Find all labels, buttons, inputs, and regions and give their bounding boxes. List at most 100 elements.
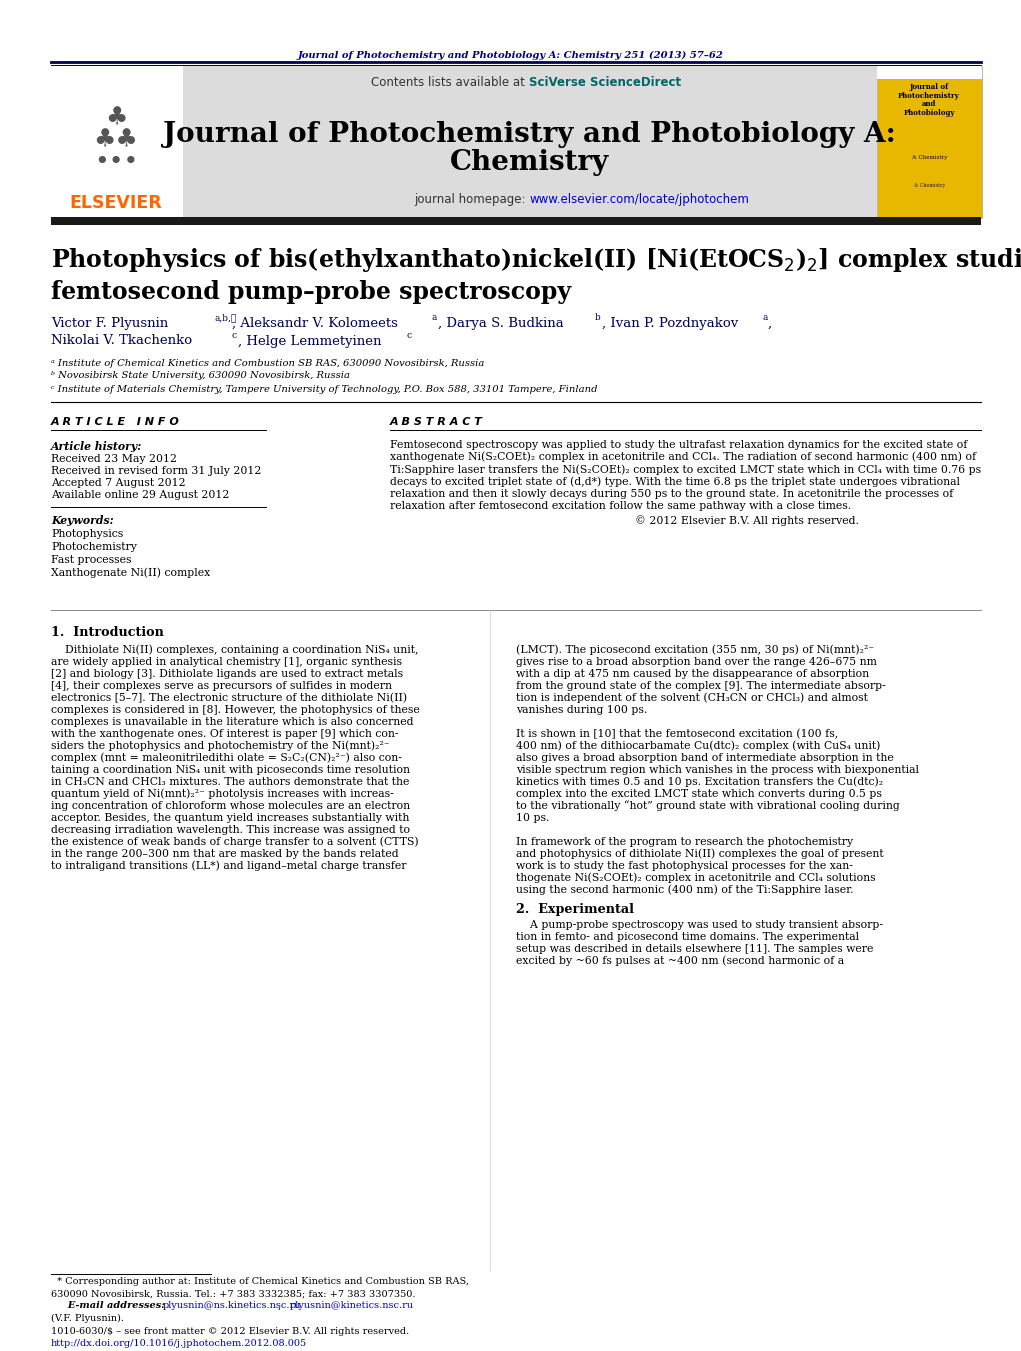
Text: in the range 200–300 nm that are masked by the bands related: in the range 200–300 nm that are masked … — [51, 848, 398, 859]
Bar — [55, 80, 177, 195]
Text: E-mail addresses:: E-mail addresses: — [51, 1301, 168, 1310]
Text: Available online 29 August 2012: Available online 29 August 2012 — [51, 490, 230, 500]
Text: and photophysics of dithiolate Ni(II) complexes the goal of present: and photophysics of dithiolate Ni(II) co… — [516, 848, 883, 859]
Text: www.elsevier.com/locate/jphotochem: www.elsevier.com/locate/jphotochem — [529, 193, 748, 207]
Text: Received in revised form 31 July 2012: Received in revised form 31 July 2012 — [51, 466, 261, 476]
Text: taining a coordination NiS₄ unit with picoseconds time resolution: taining a coordination NiS₄ unit with pi… — [51, 765, 410, 775]
Text: quantum yield of Ni(mnt)₂²⁻ photolysis increases with increas-: quantum yield of Ni(mnt)₂²⁻ photolysis i… — [51, 789, 394, 800]
Text: 400 nm) of the dithiocarbamate Cu(dtc)₂ complex (with CuS₄ unit): 400 nm) of the dithiocarbamate Cu(dtc)₂ … — [516, 740, 880, 751]
Text: using the second harmonic (400 nm) of the Ti:Sapphire laser.: using the second harmonic (400 nm) of th… — [516, 885, 854, 896]
Text: the existence of weak bands of charge transfer to a solvent (CTTS): the existence of weak bands of charge tr… — [51, 836, 419, 847]
Text: are widely applied in analytical chemistry [1], organic synthesis: are widely applied in analytical chemist… — [51, 657, 402, 667]
Text: Dithiolate Ni(II) complexes, containing a coordination NiS₄ unit,: Dithiolate Ni(II) complexes, containing … — [51, 644, 419, 655]
Text: Accepted 7 August 2012: Accepted 7 August 2012 — [51, 478, 186, 488]
Text: visible spectrum region which vanishes in the process with biexponential: visible spectrum region which vanishes i… — [516, 765, 919, 775]
Text: acceptor. Besides, the quantum yield increases substantially with: acceptor. Besides, the quantum yield inc… — [51, 813, 409, 823]
Bar — [182, 66, 877, 218]
Text: http://dx.doi.org/10.1016/j.jphotochem.2012.08.005: http://dx.doi.org/10.1016/j.jphotochem.2… — [51, 1339, 307, 1347]
Text: Journal of Photochemistry and Photobiology A:: Journal of Photochemistry and Photobiolo… — [162, 122, 895, 149]
Text: , Darya S. Budkina: , Darya S. Budkina — [438, 316, 564, 330]
Text: siders the photophysics and photochemistry of the Ni(mnt)₂²⁻: siders the photophysics and photochemist… — [51, 740, 390, 751]
Text: , Ivan P. Pozdnyakov: , Ivan P. Pozdnyakov — [602, 316, 738, 330]
Text: 10 ps.: 10 ps. — [516, 813, 549, 823]
Text: kinetics with times 0.5 and 10 ps. Excitation transfers the Cu(dtc)₂: kinetics with times 0.5 and 10 ps. Excit… — [516, 777, 883, 788]
Text: Femtosecond spectroscopy was applied to study the ultrafast relaxation dynamics : Femtosecond spectroscopy was applied to … — [390, 440, 967, 450]
Text: ᶜ Institute of Materials Chemistry, Tampere University of Technology, P.O. Box 5: ᶜ Institute of Materials Chemistry, Tamp… — [51, 385, 597, 393]
Text: complexes is considered in [8]. However, the photophysics of these: complexes is considered in [8]. However,… — [51, 705, 420, 715]
Text: Photochemistry: Photochemistry — [51, 542, 137, 553]
Text: gives rise to a broad absorption band over the range 426–675 nm: gives rise to a broad absorption band ov… — [516, 657, 877, 667]
Text: , Helge Lemmetyinen: , Helge Lemmetyinen — [238, 335, 382, 347]
Text: tion is independent of the solvent (CH₃CN or CHCl₃) and almost: tion is independent of the solvent (CH₃C… — [516, 693, 868, 704]
Text: a: a — [762, 313, 768, 323]
Text: A: Chemistry: A: Chemistry — [911, 155, 947, 161]
Bar — [877, 66, 982, 78]
Text: electronics [5–7]. The electronic structure of the dithiolate Ni(II): electronics [5–7]. The electronic struct… — [51, 693, 407, 703]
Bar — [877, 66, 982, 218]
Text: to the vibrationally “hot” ground state with vibrational cooling during: to the vibrationally “hot” ground state … — [516, 801, 900, 812]
Text: to intraligand transitions (LL*) and ligand–metal charge transfer: to intraligand transitions (LL*) and lig… — [51, 861, 406, 871]
Text: a,b,⋆: a,b,⋆ — [214, 313, 236, 323]
Text: (V.F. Plyusnin).: (V.F. Plyusnin). — [51, 1313, 124, 1323]
Text: complexes is unavailable in the literature which is also concerned: complexes is unavailable in the literatu… — [51, 717, 414, 727]
Text: excited by ~60 fs pulses at ~400 nm (second harmonic of a: excited by ~60 fs pulses at ~400 nm (sec… — [516, 955, 844, 966]
Text: complex (mnt = maleonitriledithi olate = S₂C₂(CN)₂²⁻) also con-: complex (mnt = maleonitriledithi olate =… — [51, 753, 402, 763]
Text: with a dip at 475 nm caused by the disappearance of absorption: with a dip at 475 nm caused by the disap… — [516, 669, 869, 680]
Text: 1.  Introduction: 1. Introduction — [51, 626, 164, 639]
Text: c: c — [406, 331, 411, 340]
Text: in CH₃CN and CHCl₃ mixtures. The authors demonstrate that the: in CH₃CN and CHCl₃ mixtures. The authors… — [51, 777, 409, 788]
Text: work is to study the fast photophysical processes for the xan-: work is to study the fast photophysical … — [516, 861, 853, 871]
Text: b: b — [595, 313, 600, 323]
Text: [4], their complexes serve as precursors of sulfides in modern: [4], their complexes serve as precursors… — [51, 681, 392, 690]
Text: from the ground state of the complex [9]. The intermediate absorp-: from the ground state of the complex [9]… — [516, 681, 886, 690]
Text: plyusnin@ns.kinetics.nsc.ru: plyusnin@ns.kinetics.nsc.ru — [163, 1301, 301, 1310]
Text: Received 23 May 2012: Received 23 May 2012 — [51, 454, 177, 463]
Text: complex into the excited LMCT state which converts during 0.5 ps: complex into the excited LMCT state whic… — [516, 789, 882, 798]
Text: tion in femto- and picosecond time domains. The experimental: tion in femto- and picosecond time domai… — [516, 932, 859, 942]
Text: Journal of Photochemistry and Photobiology A: Chemistry 251 (2013) 57–62: Journal of Photochemistry and Photobiolo… — [298, 50, 724, 59]
Text: Keywords:: Keywords: — [51, 515, 113, 526]
Text: also gives a broad absorption band of intermediate absorption in the: also gives a broad absorption band of in… — [516, 753, 893, 763]
Text: Photophysics: Photophysics — [51, 530, 124, 539]
Text: journal homepage:: journal homepage: — [414, 193, 529, 207]
Text: It is shown in [10] that the femtosecond excitation (100 fs,: It is shown in [10] that the femtosecond… — [516, 728, 838, 739]
Text: vanishes during 100 ps.: vanishes during 100 ps. — [516, 705, 647, 715]
Text: 1010-6030/$ – see front matter © 2012 Elsevier B.V. All rights reserved.: 1010-6030/$ – see front matter © 2012 El… — [51, 1327, 409, 1336]
Text: relaxation and then it slowly decays during 550 ps to the ground state. In aceto: relaxation and then it slowly decays dur… — [390, 489, 954, 499]
Text: A B S T R A C T: A B S T R A C T — [390, 417, 483, 427]
Bar — [51, 218, 981, 226]
Text: decays to excited triplet state of (d,d*) type. With the time 6.8 ps the triplet: decays to excited triplet state of (d,d*… — [390, 477, 960, 486]
Text: 2.  Experimental: 2. Experimental — [516, 904, 634, 916]
Text: c: c — [231, 331, 236, 340]
Text: ing concentration of chloroform whose molecules are an electron: ing concentration of chloroform whose mo… — [51, 801, 410, 811]
Text: Fast processes: Fast processes — [51, 555, 132, 565]
Text: [2] and biology [3]. Dithiolate ligands are used to extract metals: [2] and biology [3]. Dithiolate ligands … — [51, 669, 403, 680]
Text: femtosecond pump–probe spectroscopy: femtosecond pump–probe spectroscopy — [51, 280, 571, 304]
Text: Nikolai V. Tkachenko: Nikolai V. Tkachenko — [51, 335, 192, 347]
Text: thogenate Ni(S₂COEt)₂ complex in acetonitrile and CCl₄ solutions: thogenate Ni(S₂COEt)₂ complex in acetoni… — [516, 873, 876, 884]
Text: Photophysics of bis(ethylxanthato)nickel(II) [Ni(EtOCS$_2$)$_2$] complex studied: Photophysics of bis(ethylxanthato)nickel… — [51, 246, 1021, 274]
Text: A pump-probe spectroscopy was used to study transient absorp-: A pump-probe spectroscopy was used to st… — [516, 920, 883, 929]
Text: A R T I C L E   I N F O: A R T I C L E I N F O — [51, 417, 180, 427]
Text: In framework of the program to research the photochemistry: In framework of the program to research … — [516, 838, 854, 847]
Text: Xanthogenate Ni(II) complex: Xanthogenate Ni(II) complex — [51, 567, 210, 578]
Text: Journal of
Photochemistry
and
Photobiology: Journal of Photochemistry and Photobiolo… — [898, 84, 960, 118]
Text: with the xanthogenate ones. Of interest is paper [9] which con-: with the xanthogenate ones. Of interest … — [51, 730, 398, 739]
Text: Contents lists available at: Contents lists available at — [372, 76, 529, 89]
Bar — [51, 66, 183, 218]
Text: Victor F. Plyusnin: Victor F. Plyusnin — [51, 316, 168, 330]
Text: SciVerse ScienceDirect: SciVerse ScienceDirect — [529, 76, 681, 89]
Text: (LMCT). The picosecond excitation (355 nm, 30 ps) of Ni(mnt)₂²⁻: (LMCT). The picosecond excitation (355 n… — [516, 644, 874, 655]
Text: ᵇ Novosibirsk State University, 630090 Novosibirsk, Russia: ᵇ Novosibirsk State University, 630090 N… — [51, 372, 350, 381]
Text: A: Chemistry: A: Chemistry — [913, 182, 945, 188]
Text: ELSEVIER: ELSEVIER — [69, 195, 162, 212]
Text: © 2012 Elsevier B.V. All rights reserved.: © 2012 Elsevier B.V. All rights reserved… — [390, 515, 859, 526]
Text: , Aleksandr V. Kolomeets: , Aleksandr V. Kolomeets — [232, 316, 398, 330]
Text: a: a — [431, 313, 436, 323]
Text: 630090 Novosibirsk, Russia. Tel.: +7 383 3332385; fax: +7 383 3307350.: 630090 Novosibirsk, Russia. Tel.: +7 383… — [51, 1289, 416, 1298]
Text: Chemistry: Chemistry — [449, 150, 609, 177]
Text: ,: , — [278, 1301, 284, 1310]
Text: setup was described in details elsewhere [11]. The samples were: setup was described in details elsewhere… — [516, 944, 873, 954]
Text: * Corresponding author at: Institute of Chemical Kinetics and Combustion SB RAS,: * Corresponding author at: Institute of … — [51, 1278, 469, 1286]
Text: Ti:Sapphire laser transfers the Ni(S₂COEt)₂ complex to excited LMCT state which : Ti:Sapphire laser transfers the Ni(S₂COE… — [390, 465, 981, 474]
